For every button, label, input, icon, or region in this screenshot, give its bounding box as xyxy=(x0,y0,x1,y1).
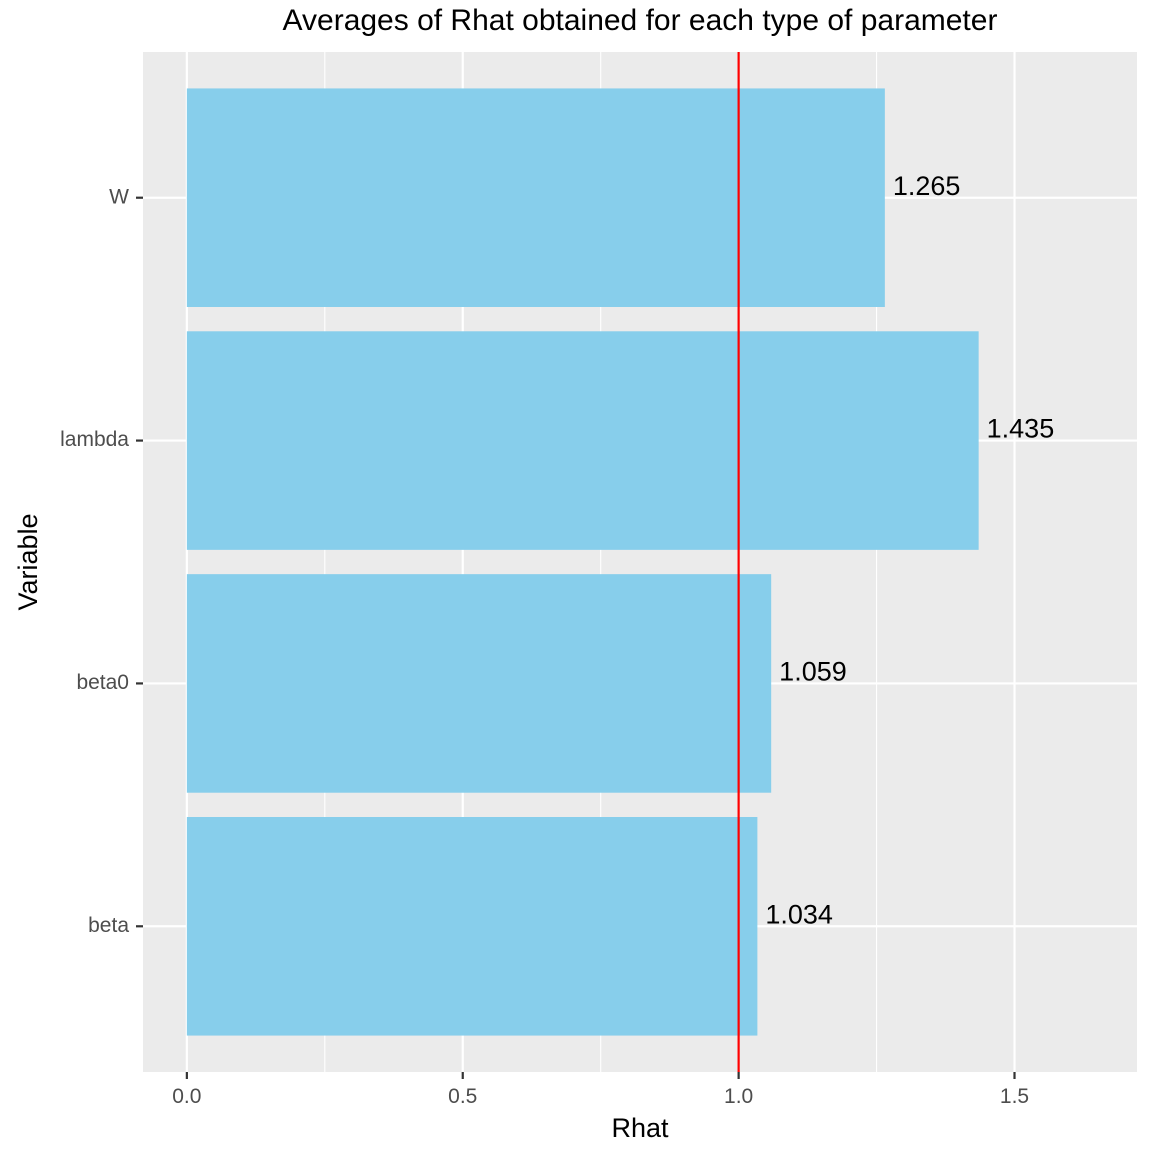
y-tick-label: beta xyxy=(88,914,129,937)
data-label-beta: 1.034 xyxy=(765,899,833,929)
y-axis: beta beta0 lambda W xyxy=(60,185,143,937)
y-tick-label: lambda xyxy=(60,428,129,451)
x-tick-label: 0.0 xyxy=(172,1085,201,1108)
chart-title: Averages of Rhat obtained for each type … xyxy=(283,4,998,37)
bars xyxy=(186,88,979,1036)
data-labels: 1.034 1.059 1.435 1.265 xyxy=(765,171,1054,930)
y-tick-label: beta0 xyxy=(76,671,129,694)
x-tick-label: 0.5 xyxy=(448,1085,477,1108)
data-label-lambda: 1.435 xyxy=(987,414,1055,444)
x-axis-title: Rhat xyxy=(611,1113,669,1143)
bar-lambda xyxy=(186,331,979,550)
bar-beta0 xyxy=(186,574,772,793)
x-tick-label: 1.0 xyxy=(724,1085,753,1108)
y-tick-label: W xyxy=(109,185,129,208)
bar-W xyxy=(186,88,885,307)
data-label-beta0: 1.059 xyxy=(779,657,847,687)
y-axis-title: Variable xyxy=(13,513,43,610)
x-axis: 0.0 0.5 1.0 1.5 xyxy=(172,1072,1029,1108)
x-tick-label: 1.5 xyxy=(1000,1085,1029,1108)
bar-beta xyxy=(186,817,758,1036)
data-label-W: 1.265 xyxy=(893,171,961,201)
